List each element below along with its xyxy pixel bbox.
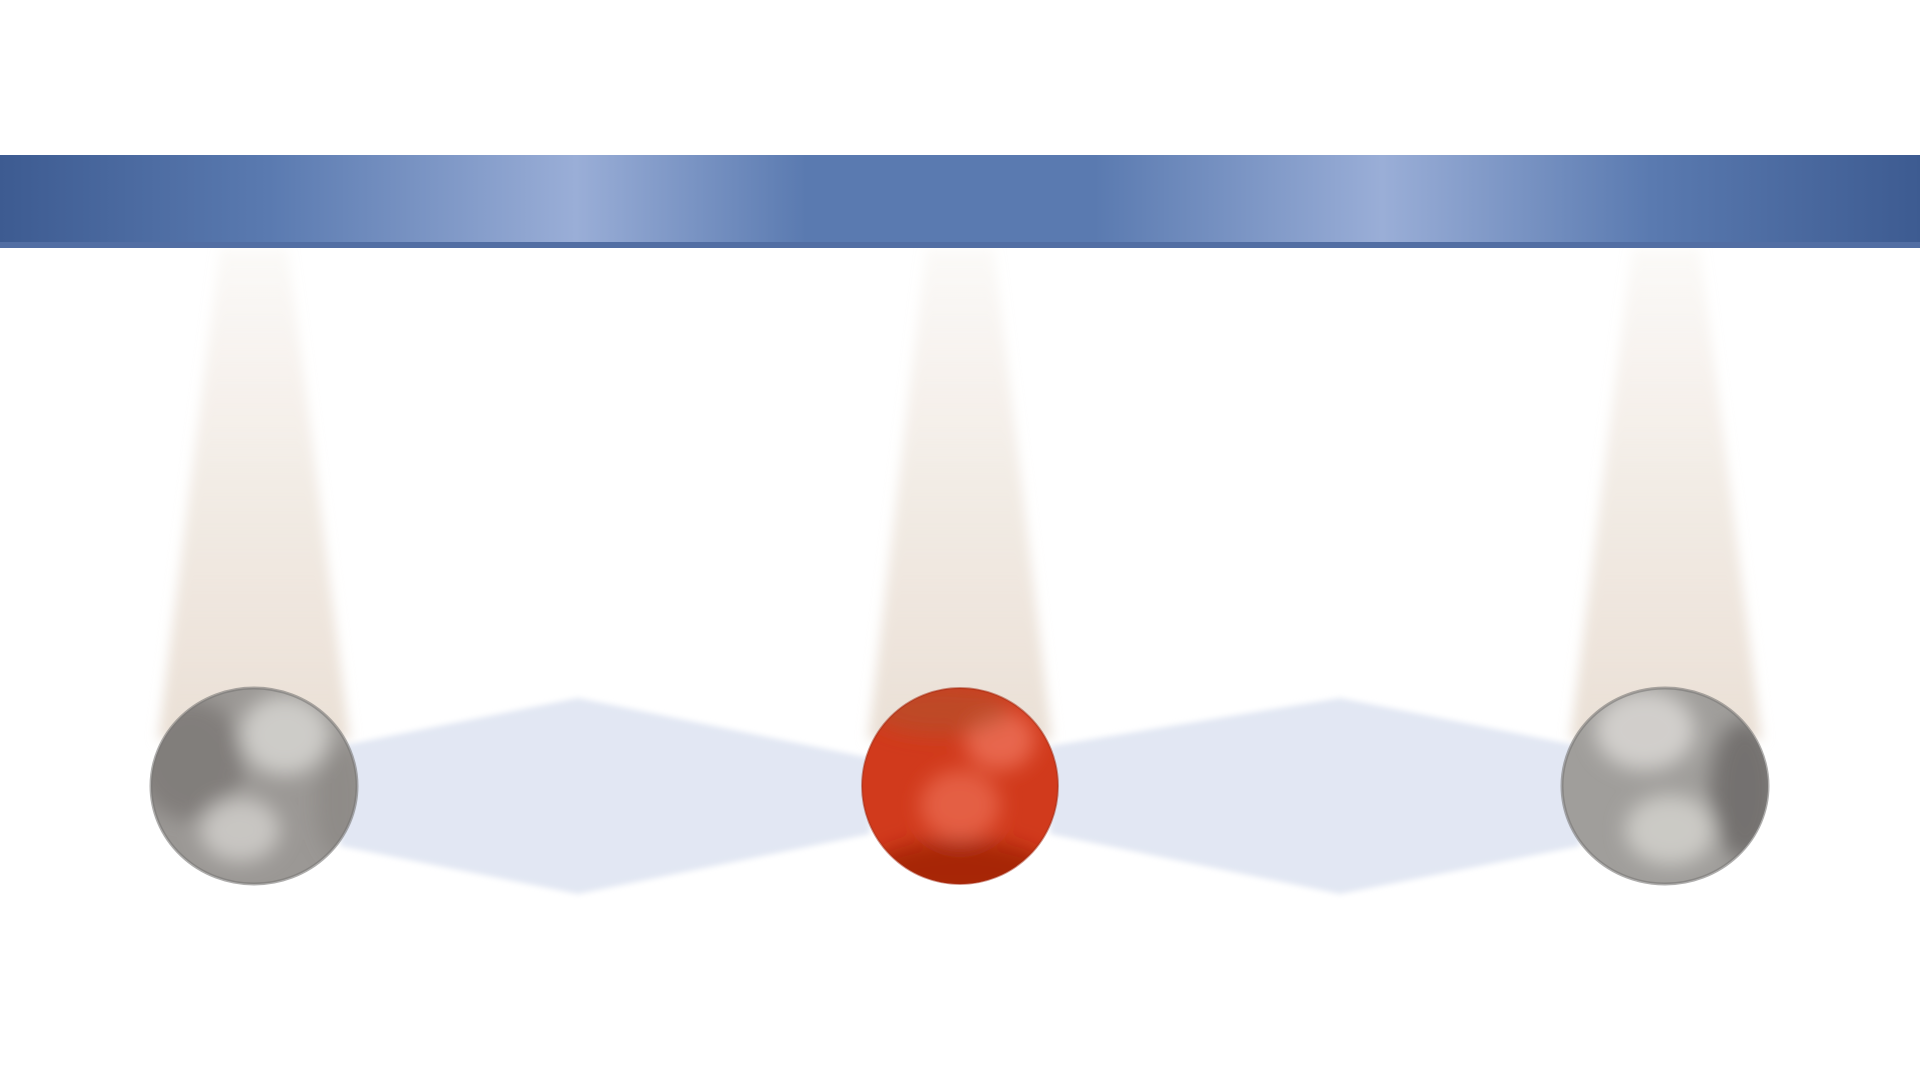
link-right	[1050, 698, 1580, 894]
bar-bottom-edge	[0, 242, 1920, 248]
sphere-links	[340, 698, 1580, 894]
link-left	[340, 698, 870, 894]
light-beam	[1570, 248, 1762, 740]
light-beams	[158, 248, 1762, 740]
gray-sphere-right	[1560, 686, 1770, 886]
bar-body	[0, 155, 1920, 245]
top-bar	[0, 155, 1920, 248]
light-beam	[868, 248, 1052, 740]
light-beam	[158, 248, 350, 740]
red-sphere-center	[861, 687, 1059, 885]
spheres	[149, 686, 1770, 886]
